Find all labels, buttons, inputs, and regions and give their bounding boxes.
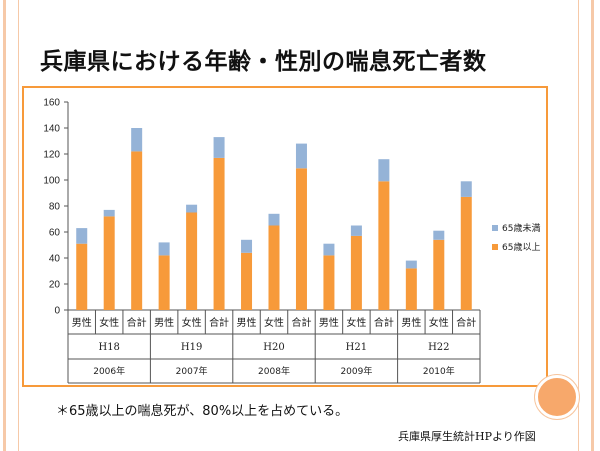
decorative-circle	[535, 375, 579, 419]
bar-65-and-over	[76, 243, 88, 310]
bar-under-65	[131, 128, 143, 152]
x-category-label: 女性	[182, 316, 202, 329]
y-tick-label: 140	[43, 124, 60, 135]
bar-65-and-over	[131, 151, 143, 310]
y-tick-label: 80	[49, 202, 61, 213]
x-category-label: 男性	[319, 316, 339, 329]
bar-65-and-over	[186, 212, 198, 310]
x-category-label: 男性	[237, 316, 257, 329]
y-tick-label: 40	[49, 254, 61, 265]
x-group-year-label: 2006年	[93, 365, 125, 377]
x-category-label: 合計	[127, 316, 147, 329]
bar-under-65	[241, 239, 253, 253]
legend-label-65-and-over: 65歳以上	[502, 241, 540, 253]
x-category-label: 合計	[374, 316, 394, 329]
x-category-label: 女性	[99, 316, 119, 329]
bar-under-65	[460, 181, 472, 197]
x-group-era-label: H21	[346, 342, 367, 353]
legend-swatch-under-65	[492, 225, 498, 231]
bar-under-65	[323, 243, 335, 256]
x-category-label: 男性	[72, 316, 92, 329]
right-decorative-rule	[578, 0, 594, 451]
x-group-year-label: 2009年	[340, 365, 372, 377]
y-tick-label: 0	[54, 306, 60, 317]
bar-under-65	[76, 228, 88, 244]
bar-65-and-over	[213, 157, 225, 310]
bar-65-and-over	[433, 239, 445, 310]
chart-frame: 0 20 40 60 80 100 120 140 160 男性 女性 合計 男性 女性 合計 男性 女性 合計男…	[22, 86, 548, 387]
bar-65-and-over	[103, 216, 115, 310]
x-group-era-label: H20	[263, 342, 284, 353]
x-group-era-label: H18	[98, 342, 119, 353]
x-group-year-label: 2007年	[176, 365, 208, 377]
bar-65-and-over	[405, 268, 417, 310]
x-category-label: 女性	[429, 316, 449, 329]
bar-under-65	[405, 260, 417, 269]
bar-65-and-over	[378, 181, 390, 310]
bar-65-and-over	[268, 225, 280, 310]
bar-under-65	[186, 204, 198, 213]
y-tick-label: 60	[49, 228, 61, 239]
bar-under-65	[350, 225, 362, 236]
bar-under-65	[103, 209, 115, 217]
bar-65-and-over	[158, 255, 170, 310]
source-credit: 兵庫県厚生統計HPより作図	[398, 430, 536, 443]
bar-65-and-over	[350, 235, 362, 310]
x-category-label: 女性	[346, 316, 366, 329]
x-group-era-label: H19	[181, 342, 202, 353]
stacked-bar-chart: 020406080100120140160男性 女性 合計 男性 女性 合計 男性 女性 合計男…	[43, 98, 540, 384]
footnote: ＊65歳以上の喘息死が、80%以上を占めている。	[56, 404, 349, 419]
y-tick-label: 20	[49, 280, 61, 291]
legend-label-under-65: 65歳未満	[502, 222, 540, 234]
y-tick-label: 100	[43, 176, 60, 187]
bar-under-65	[378, 159, 390, 182]
x-group-year-label: 2008年	[258, 365, 290, 377]
y-tick-label: 160	[43, 98, 60, 109]
x-category-label: 合計	[456, 316, 476, 329]
x-category-label: 合計	[209, 316, 229, 329]
x-category-label: 合計	[291, 316, 311, 329]
bar-under-65	[158, 242, 170, 256]
slide-title: 兵庫県における年齢・性別の喘息死亡者数	[40, 49, 487, 75]
bar-65-and-over	[241, 252, 253, 310]
x-group-era-label: H22	[428, 342, 449, 353]
bar-under-65	[268, 213, 280, 226]
bar-65-and-over	[460, 196, 472, 310]
bar-under-65	[295, 143, 307, 169]
x-group-year-label: 2010年	[423, 365, 455, 377]
bar-65-and-over	[295, 168, 307, 310]
y-tick-label: 120	[43, 150, 60, 161]
bar-under-65	[213, 137, 225, 158]
legend-swatch-65-and-over	[492, 244, 498, 250]
x-category-label: 男性	[401, 316, 421, 329]
bar-under-65	[433, 230, 445, 240]
x-category-label: 女性	[264, 316, 284, 329]
x-category-label: 男性	[154, 316, 174, 329]
bar-65-and-over	[323, 255, 335, 310]
left-decorative-rule	[3, 0, 19, 451]
